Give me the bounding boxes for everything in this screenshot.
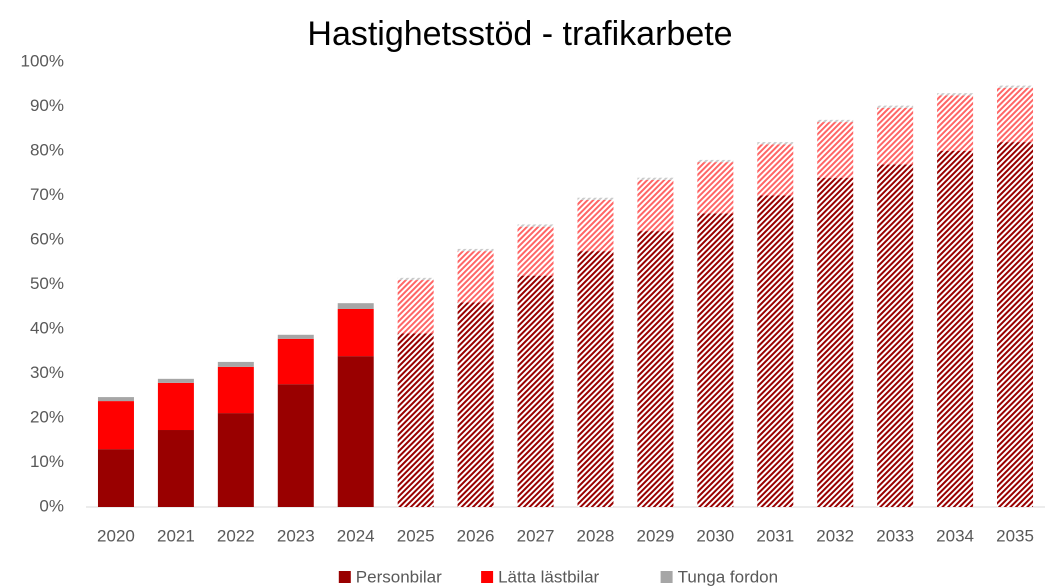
y-tick-label: 0% xyxy=(39,496,64,515)
bar-segment xyxy=(397,333,434,507)
bar-segment xyxy=(577,251,614,507)
bar-segment xyxy=(697,162,734,214)
x-tick-label: 2031 xyxy=(756,526,794,545)
x-tick-label: 2033 xyxy=(876,526,914,545)
bar-segment xyxy=(517,275,554,507)
legend-label: Tunga fordon xyxy=(678,567,779,586)
bar-segment xyxy=(337,308,374,357)
bar-segment xyxy=(217,413,254,507)
legend-swatch xyxy=(660,571,673,583)
bar-segment xyxy=(337,356,374,507)
bar-segment xyxy=(997,87,1034,143)
x-tick-label: 2024 xyxy=(337,526,375,545)
x-tick-label: 2034 xyxy=(936,526,974,545)
bar-segment xyxy=(877,107,914,165)
bar-segment xyxy=(97,397,134,402)
bar-segment xyxy=(157,382,194,431)
bar-segment xyxy=(757,144,794,196)
bar-segment xyxy=(757,142,794,145)
bar-segment xyxy=(817,122,854,178)
bar-segment xyxy=(937,93,974,96)
x-tick-label: 2021 xyxy=(157,526,195,545)
bar-segment xyxy=(157,378,194,383)
bar-segment xyxy=(97,449,134,507)
bar-segment xyxy=(937,151,974,507)
x-tick-label: 2025 xyxy=(397,526,435,545)
bar-segment xyxy=(697,213,734,508)
bar-segment xyxy=(517,226,554,276)
bar-segment xyxy=(817,177,854,507)
bar-segment xyxy=(577,197,614,200)
y-tick-label: 20% xyxy=(30,407,64,426)
legend-swatch xyxy=(481,571,494,583)
x-tick-label: 2032 xyxy=(816,526,854,545)
x-tick-label: 2028 xyxy=(577,526,615,545)
bar-segment xyxy=(157,430,194,507)
x-tick-label: 2022 xyxy=(217,526,255,545)
y-tick-label: 10% xyxy=(30,452,64,471)
bar-segment xyxy=(457,251,494,303)
x-tick-label: 2035 xyxy=(996,526,1034,545)
x-tick-label: 2023 xyxy=(277,526,315,545)
bar-segment xyxy=(277,334,314,339)
bar-segment xyxy=(817,119,854,123)
bar-segment xyxy=(97,401,134,450)
y-tick-label: 90% xyxy=(30,96,64,115)
bar-segment xyxy=(337,303,374,309)
x-tick-label: 2020 xyxy=(97,526,135,545)
bar-segment xyxy=(757,195,794,507)
y-tick-label: 40% xyxy=(30,318,64,337)
x-tick-label: 2027 xyxy=(517,526,555,545)
bar-segment xyxy=(997,85,1034,88)
x-tick-label: 2026 xyxy=(457,526,495,545)
bar-segment xyxy=(637,179,674,232)
bar-segment xyxy=(877,105,914,108)
legend-label: Lätta lästbilar xyxy=(498,567,599,586)
y-tick-label: 80% xyxy=(30,140,64,159)
bar-segment xyxy=(277,338,314,385)
bar-segment xyxy=(217,361,254,367)
y-tick-label: 70% xyxy=(30,185,64,204)
y-tick-label: 30% xyxy=(30,363,64,382)
bar-segment xyxy=(997,142,1034,507)
bar-segment xyxy=(517,224,554,227)
y-tick-label: 100% xyxy=(21,51,64,70)
bar-segment xyxy=(397,280,434,334)
x-tick-label: 2029 xyxy=(636,526,674,545)
y-tick-label: 50% xyxy=(30,274,64,293)
bar-segment xyxy=(457,302,494,507)
bar-segment xyxy=(637,231,674,507)
bar-segment xyxy=(397,277,434,281)
legend-swatch xyxy=(338,571,351,583)
y-tick-label: 60% xyxy=(30,229,64,248)
bar-segment xyxy=(877,164,914,507)
bar-segment xyxy=(457,248,494,252)
bar-segment xyxy=(697,159,734,163)
legend-label: Personbilar xyxy=(356,567,442,586)
bar-segment xyxy=(217,366,254,414)
bar-segment xyxy=(577,199,614,252)
bar-segment xyxy=(637,177,674,180)
chart-title: Hastighetsstöd - trafikarbete xyxy=(307,15,732,53)
bar-segment xyxy=(277,384,314,507)
x-tick-label: 2030 xyxy=(696,526,734,545)
bar-segment xyxy=(937,95,974,151)
